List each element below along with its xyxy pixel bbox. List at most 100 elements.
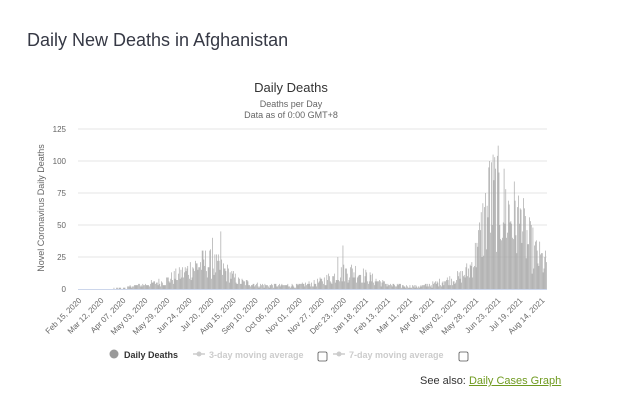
bar	[481, 257, 483, 289]
bar	[250, 286, 251, 289]
bar	[369, 272, 371, 289]
legend-item-daily-deaths[interactable]: Daily Deaths	[109, 349, 179, 361]
bar	[325, 285, 327, 289]
bar	[413, 285, 415, 289]
bar	[352, 277, 354, 289]
bar	[290, 287, 291, 289]
bar	[385, 283, 386, 289]
bar	[409, 285, 411, 289]
bar	[446, 277, 448, 289]
bar	[128, 286, 129, 289]
bar	[412, 285, 413, 289]
bar	[283, 285, 284, 289]
bar	[153, 281, 155, 289]
bar	[204, 265, 206, 289]
bar	[225, 271, 227, 289]
bar	[507, 232, 508, 289]
bar	[174, 278, 176, 289]
bar	[200, 262, 201, 289]
bar	[546, 262, 547, 289]
bar	[161, 281, 162, 289]
bar	[280, 285, 282, 289]
bar	[511, 223, 513, 289]
bar	[475, 267, 477, 289]
bar	[228, 282, 230, 289]
bar	[493, 180, 495, 289]
y-tick-label: 50	[57, 221, 66, 230]
bar	[143, 285, 144, 289]
bar	[443, 285, 445, 289]
bar	[129, 285, 131, 289]
bar	[449, 276, 451, 289]
bar	[185, 271, 187, 289]
bar	[327, 280, 329, 289]
bar	[458, 272, 460, 289]
bar	[491, 225, 493, 289]
bar	[515, 235, 517, 289]
bar	[368, 281, 370, 289]
bar	[474, 242, 476, 289]
bar	[234, 277, 235, 289]
bar	[194, 271, 195, 289]
bar	[363, 282, 365, 289]
bar	[166, 277, 167, 289]
bar	[341, 281, 343, 289]
bar	[457, 271, 458, 289]
bar	[261, 285, 262, 289]
bar	[464, 277, 466, 289]
bar	[391, 286, 393, 289]
bar	[315, 283, 317, 289]
bar	[535, 240, 537, 289]
bar	[474, 265, 475, 289]
bar	[301, 283, 302, 289]
bar	[388, 285, 390, 289]
bar	[152, 282, 154, 289]
bar	[522, 231, 524, 289]
bar	[320, 278, 322, 289]
checkbox-3-day-average[interactable]	[317, 351, 328, 362]
bar	[330, 282, 332, 289]
bar	[190, 280, 192, 289]
legend-item-7-day-average[interactable]: 7-day moving average	[333, 350, 444, 360]
bar	[228, 268, 229, 289]
bar	[251, 285, 253, 289]
bar	[227, 264, 228, 289]
daily-cases-graph-link[interactable]: Daily Cases Graph	[468, 375, 562, 387]
bar	[433, 283, 435, 289]
bar	[175, 268, 177, 289]
chart-subtitle-date: Data as of 0:00 GMT+8	[244, 110, 338, 120]
bar	[149, 286, 150, 289]
bar	[494, 157, 496, 289]
bar	[124, 287, 126, 289]
bar	[202, 250, 204, 289]
bar	[176, 280, 178, 289]
bar	[123, 287, 125, 289]
legend-item-3-day-average[interactable]: 3-day moving average	[193, 350, 304, 360]
bar	[432, 281, 434, 289]
bar	[392, 283, 394, 289]
bar	[252, 283, 254, 289]
bar	[292, 285, 294, 289]
bar	[537, 263, 539, 289]
bar	[451, 278, 452, 289]
bar	[309, 283, 311, 289]
bar	[336, 280, 338, 289]
bar	[178, 273, 179, 289]
bar	[214, 254, 216, 289]
bar	[318, 281, 320, 289]
bar	[163, 285, 165, 289]
bar	[427, 283, 429, 289]
bar	[518, 195, 519, 289]
bar	[488, 167, 490, 289]
checkbox-7-day-average[interactable]	[458, 351, 469, 362]
bar	[161, 282, 163, 289]
bar	[244, 281, 245, 289]
bar	[245, 280, 247, 289]
bar	[502, 237, 503, 289]
bar	[212, 237, 213, 289]
bar	[524, 208, 525, 289]
bar	[526, 230, 528, 289]
bar	[145, 283, 146, 289]
bar	[276, 286, 278, 289]
bar	[429, 283, 430, 289]
